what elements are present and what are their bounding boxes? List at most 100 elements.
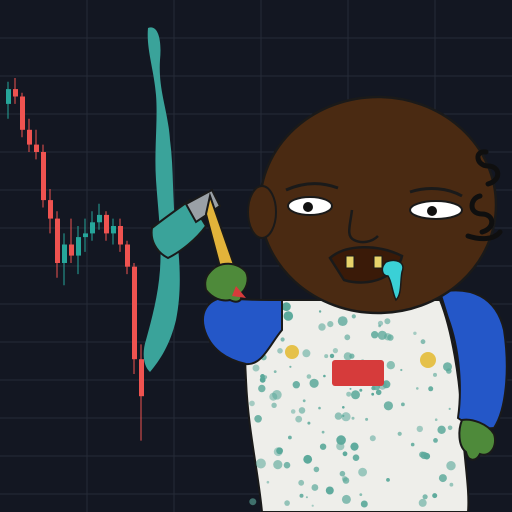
paint-splatter-dot <box>383 401 393 411</box>
candle-up <box>90 222 95 234</box>
paint-splatter-dot <box>273 460 283 470</box>
paint-splatter-dot <box>321 430 325 434</box>
paint-splatter-dot <box>325 486 334 495</box>
paint-splatter-dot <box>350 442 359 451</box>
paint-splatter-dot <box>289 365 292 368</box>
paint-splatter-dot <box>433 438 438 443</box>
paint-splatter-dot <box>339 470 346 477</box>
paint-splatter-dot <box>305 496 308 499</box>
paint-splatter-dot <box>343 352 352 361</box>
paint-splatter-dot <box>298 407 306 414</box>
candle-down <box>118 226 123 245</box>
ear-left <box>247 185 277 239</box>
paint-splatter-dot <box>249 498 257 506</box>
paint-splatter-dot <box>401 402 405 407</box>
candle-down <box>48 200 53 219</box>
paint-splatter-dot <box>290 409 296 414</box>
paint-splatter-dot <box>386 478 390 482</box>
paint-splatter-dot <box>266 480 270 484</box>
paint-splatter-dot <box>269 392 278 401</box>
paint-stroke <box>143 27 180 372</box>
candle-up <box>111 226 116 234</box>
paint-splatter-dot <box>271 402 277 408</box>
tooth-left <box>345 255 355 269</box>
paint-splatter-dot <box>360 500 368 508</box>
brush-tip-paint <box>232 286 246 298</box>
strap-button-left <box>285 345 299 359</box>
candle-down <box>69 244 74 256</box>
paint-splatter-dot <box>386 361 395 370</box>
candle-down <box>132 266 137 360</box>
paint-splatter-dot <box>351 416 355 420</box>
paint-splatter-dot <box>410 442 415 447</box>
strap-button-right <box>420 352 436 368</box>
paint-splatter-dot <box>397 431 402 436</box>
painter-character <box>150 95 508 512</box>
paint-splatter-dot <box>447 425 453 431</box>
paint-splatter-dot <box>433 372 437 377</box>
paint-splatter-dot <box>277 348 283 354</box>
right-arm-sleeve <box>438 289 508 430</box>
paint-splatter-dot <box>434 418 438 422</box>
paint-splatter-dot <box>437 425 446 434</box>
candle-down <box>41 152 46 201</box>
paint-splatter-dot <box>359 388 363 392</box>
paint-splatter-dot <box>365 417 369 421</box>
paint-splatter-dot <box>313 466 320 473</box>
paint-splatter-dot <box>327 321 334 328</box>
paint-splatter-dot <box>311 484 319 491</box>
paint-splatter-dot <box>303 454 313 464</box>
paint-splatter-dot <box>258 384 266 393</box>
paint-splatter-dot <box>336 442 345 451</box>
paint-splatter-dot <box>446 461 456 471</box>
candle-down <box>20 96 25 130</box>
candle-up <box>6 89 11 104</box>
pupil-right <box>427 206 437 216</box>
right-glove <box>458 418 496 461</box>
eyebrow-right <box>409 187 463 198</box>
paint-splatter-dot <box>292 381 300 389</box>
paint-splatter-dot <box>416 387 419 390</box>
paint-splatter-dot <box>299 493 304 498</box>
paint-splatter-dot <box>323 374 326 378</box>
face-tattoo <box>465 149 503 242</box>
paint-splatter-dot <box>302 399 306 403</box>
candle-down <box>125 244 130 267</box>
paint-splatter-dot <box>384 318 391 325</box>
paint-splatter-dot <box>448 407 451 410</box>
paint-splatter-dot <box>295 415 303 423</box>
paint-splatter-dot <box>318 310 322 313</box>
paint-splatter-dot <box>288 435 292 440</box>
candle-up <box>62 244 67 263</box>
paint-splatter-dot <box>334 412 343 420</box>
paint-splatter-dot <box>378 324 381 328</box>
paint-splatter-dot <box>283 461 291 469</box>
paint-splatter-dot <box>438 474 447 483</box>
paint-splatter-dot <box>400 368 403 372</box>
paint-splatter-dot <box>341 476 348 482</box>
paint-splatter-dot <box>337 316 348 326</box>
paint-splatter-dot <box>324 354 329 359</box>
paint-splatter-dot <box>249 400 255 407</box>
paint-splatter-dot <box>359 493 363 496</box>
paint-splatter-dot <box>319 443 327 450</box>
candlestick-series <box>6 78 144 441</box>
paint-splatter-dot <box>369 435 376 442</box>
paint-splatter-dot <box>298 479 305 486</box>
candle-down <box>27 129 32 145</box>
candle-down <box>13 89 18 97</box>
paint-splatter-dot <box>318 323 326 331</box>
paint-splatter-dot <box>307 421 311 425</box>
apron-pocket-patch <box>332 360 384 386</box>
paint-splatter-dot <box>309 378 319 388</box>
paint-splatter-dot <box>349 387 352 390</box>
candle-down <box>34 144 39 152</box>
candle-down <box>55 218 60 263</box>
paint-splatter-dot <box>344 334 351 341</box>
paint-splatter-dot <box>420 451 428 460</box>
paint-splatter-dot <box>351 390 360 400</box>
drool <box>381 259 404 302</box>
candle-up <box>97 214 102 223</box>
paint-splatter-dot <box>329 353 335 359</box>
paint-splatter-dot <box>351 314 356 319</box>
